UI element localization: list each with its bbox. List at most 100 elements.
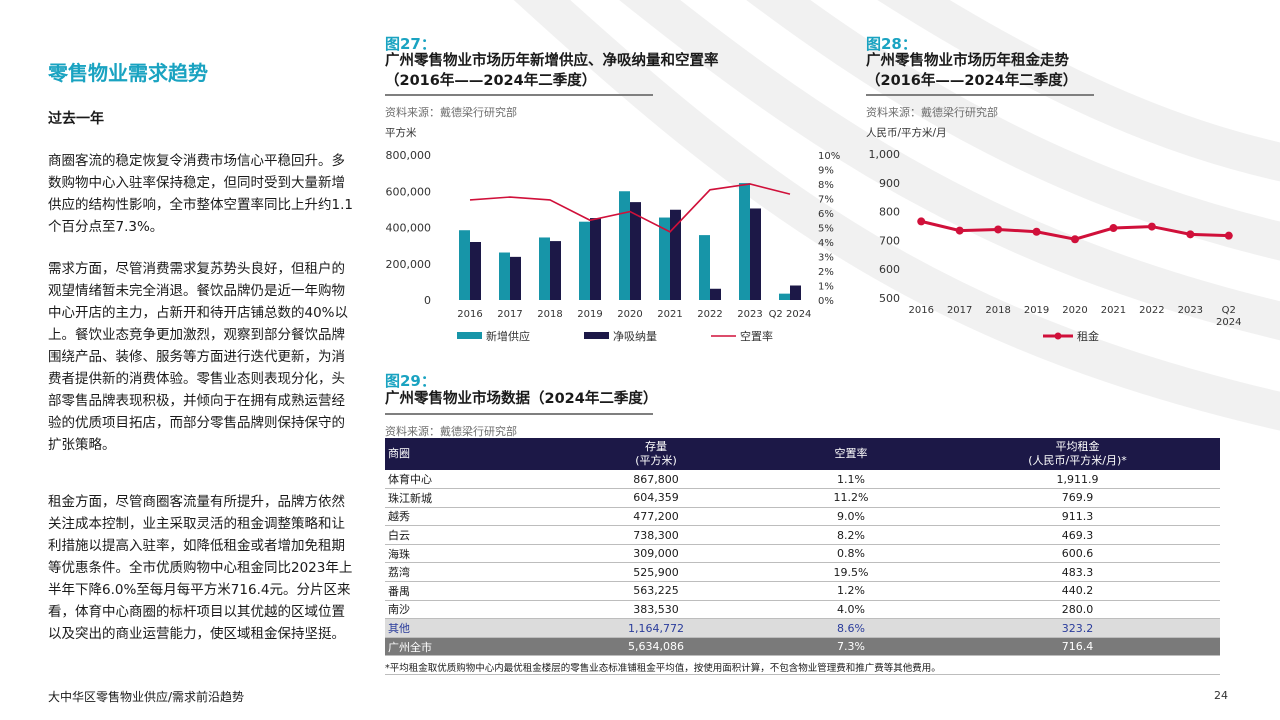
y2-tick-label: 0% — [818, 296, 834, 307]
bar-net-absorption — [670, 209, 681, 300]
x-tick-label: 2022 — [1139, 305, 1164, 316]
legend-label: 净吸纳量 — [613, 329, 657, 343]
x-tick-label: 2017 — [497, 309, 522, 320]
table-row: 越秀 477,200 9.0% 911.3 — [385, 507, 1220, 527]
bar-new-supply — [779, 293, 790, 300]
legend-marker — [1054, 332, 1062, 340]
bar-new-supply — [459, 230, 470, 300]
fig28-rule — [866, 94, 1094, 96]
cell-vacancy: 0.8% — [767, 544, 935, 564]
bar-new-supply — [739, 183, 750, 300]
bar-new-supply — [619, 191, 630, 300]
section-title: 零售物业需求趋势 — [48, 61, 208, 85]
x-tick-label: 2017 — [947, 305, 972, 316]
fig27-rule — [385, 94, 653, 96]
y2-tick-label: 10% — [818, 151, 840, 162]
x-tick-label: 2019 — [1024, 305, 1049, 316]
cell-stock: 5,634,086 — [545, 637, 767, 657]
subsection-title: 过去一年 — [48, 111, 104, 127]
legend-swatch — [584, 332, 609, 339]
y-tick-label: 900 — [879, 177, 900, 190]
legend-label: 新增供应 — [486, 329, 530, 343]
header-vacancy: 空置率 — [767, 438, 935, 470]
x-tick-label: 2018 — [985, 305, 1010, 316]
fig28-title-line2: （2016年——2024年二季度） — [866, 73, 1078, 89]
y-tick-label: 500 — [879, 292, 900, 305]
cell-stock: 563,225 — [545, 581, 767, 601]
table-row: 体育中心 867,800 1.1% 1,911.9 — [385, 470, 1220, 490]
table-footnote: *平均租金取优质购物中心内最优租金楼层的零售业态标准铺租金平均值，按使用面积计算… — [385, 663, 941, 674]
x-tick-label: 2022 — [697, 309, 722, 320]
table-row-other: 其他 1,164,772 8.6% 323.2 — [385, 618, 1220, 638]
cell-rent: 483.3 — [935, 562, 1220, 583]
cell-rent: 769.9 — [935, 488, 1220, 508]
fig27-unit: 平方米 — [385, 127, 417, 139]
fig29-number: 图29： — [385, 372, 436, 390]
fig28-number: 图28： — [866, 35, 917, 53]
y2-tick-label: 7% — [818, 195, 834, 206]
y2-tick-label: 3% — [818, 253, 834, 264]
rent-point — [1186, 230, 1195, 239]
rent-point — [1032, 227, 1041, 236]
bar-new-supply — [659, 217, 670, 300]
fig27-title-line1: 广州零售物业市场历年新增供应、净吸纳量和空置率 — [385, 53, 719, 69]
cell-district: 广州全市 — [385, 637, 545, 657]
fig28-chart: 500 600 700 800 900 1,000 2016 2017 2018 2019 2020… — [869, 148, 1242, 343]
bar-net-absorption — [710, 288, 721, 300]
y2-tick-label: 4% — [818, 238, 834, 249]
x-tick-label: 2018 — [537, 309, 562, 320]
x-tick-label: 2024 — [1216, 317, 1241, 328]
fig29-rule — [385, 413, 653, 415]
fig29-title: 广州零售物业市场数据（2024年二季度） — [385, 391, 658, 407]
cell-rent: 911.3 — [935, 507, 1220, 527]
vacancy-rate-line — [469, 183, 791, 233]
bar-new-supply — [579, 221, 590, 300]
legend-label: 空置率 — [740, 329, 773, 343]
cell-vacancy: 11.2% — [767, 488, 935, 508]
y2-tick-label: 5% — [818, 224, 834, 235]
cell-stock: 867,800 — [545, 470, 767, 490]
y2-tick-label: 1% — [818, 282, 834, 293]
x-tick-label: 2021 — [657, 309, 682, 320]
cell-stock: 738,300 — [545, 525, 767, 545]
table-row: 荔湾 525,900 19.5% 483.3 — [385, 562, 1220, 583]
paragraph-demand: 需求方面，尽管消费需求复苏势头良好，但租户的观望情绪暂未完全消退。餐饮品牌仍是近… — [48, 261, 349, 453]
cell-vacancy: 19.5% — [767, 562, 935, 583]
page-number: 24 — [1214, 689, 1228, 702]
cell-rent: 1,911.9 — [935, 470, 1220, 490]
bar-net-absorption — [750, 208, 761, 300]
cell-rent: 440.2 — [935, 581, 1220, 601]
y-tick-label: 700 — [879, 234, 900, 247]
y2-tick-label: 2% — [818, 267, 834, 278]
rent-point — [1071, 235, 1079, 244]
x-tick-label: 2021 — [1101, 305, 1126, 316]
legend-label: 租金 — [1077, 329, 1099, 343]
cell-rent: 323.2 — [935, 618, 1220, 638]
rent-point — [955, 226, 964, 235]
x-tick-label: Q2 — [1222, 305, 1236, 316]
rent-point — [917, 217, 926, 226]
bar-net-absorption — [590, 218, 601, 300]
fig27-number: 图27： — [385, 35, 436, 53]
rent-point — [1109, 224, 1118, 233]
y-tick-label: 400,000 — [386, 222, 432, 235]
bar-net-absorption — [790, 285, 801, 300]
y2-tick-label: 9% — [818, 166, 834, 177]
cell-stock: 525,900 — [545, 562, 767, 583]
cell-rent: 600.6 — [935, 544, 1220, 564]
y-tick-label: 600,000 — [386, 185, 432, 198]
cell-district: 其他 — [385, 618, 545, 638]
cell-district: 珠江新城 — [385, 488, 545, 508]
fig28-title-line1: 广州零售物业市场历年租金走势 — [866, 53, 1069, 69]
table-row: 番禺 563,225 1.2% 440.2 — [385, 581, 1220, 601]
cell-vacancy: 1.2% — [767, 581, 935, 601]
x-tick-label: 2019 — [577, 309, 602, 320]
y2-tick-label: 6% — [818, 209, 834, 220]
y-tick-label: 0 — [424, 294, 431, 307]
y-tick-label: 200,000 — [386, 258, 432, 271]
y-tick-label: 1,000 — [869, 148, 901, 161]
bar-net-absorption — [510, 256, 521, 300]
cell-stock: 604,359 — [545, 488, 767, 508]
cell-district: 南沙 — [385, 600, 545, 620]
fig27-chart: 0 200,000 400,000 600,000 800,000 0% 1% 2% 3% 4% 5… — [386, 149, 841, 343]
